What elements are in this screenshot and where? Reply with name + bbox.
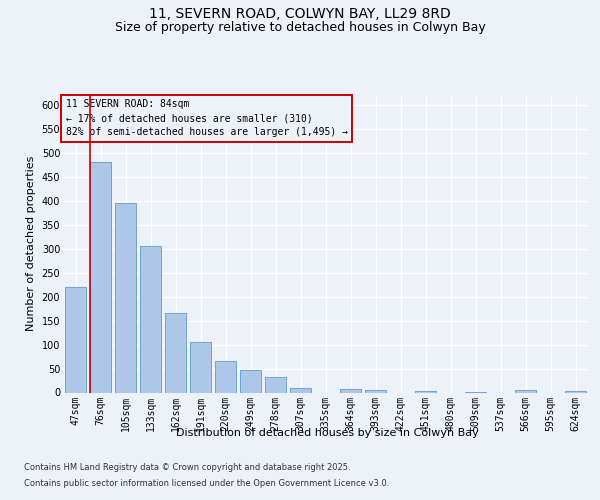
Bar <box>365 390 386 392</box>
Bar <box>265 377 286 392</box>
Text: Distribution of detached houses by size in Colwyn Bay: Distribution of detached houses by size … <box>176 428 478 438</box>
Text: Contains HM Land Registry data © Crown copyright and database right 2025.: Contains HM Land Registry data © Crown c… <box>24 464 350 472</box>
Bar <box>340 388 361 392</box>
Bar <box>165 314 186 392</box>
Text: Size of property relative to detached houses in Colwyn Bay: Size of property relative to detached ho… <box>115 21 485 34</box>
Bar <box>290 388 311 392</box>
Bar <box>190 342 211 392</box>
Bar <box>90 162 111 392</box>
Bar <box>65 287 86 393</box>
Text: 11, SEVERN ROAD, COLWYN BAY, LL29 8RD: 11, SEVERN ROAD, COLWYN BAY, LL29 8RD <box>149 8 451 22</box>
Bar <box>415 391 436 392</box>
Y-axis label: Number of detached properties: Number of detached properties <box>26 156 36 332</box>
Bar <box>215 362 236 392</box>
Bar <box>140 246 161 392</box>
Bar <box>240 370 261 392</box>
Bar <box>565 391 586 392</box>
Bar <box>115 203 136 392</box>
Text: 11 SEVERN ROAD: 84sqm
← 17% of detached houses are smaller (310)
82% of semi-det: 11 SEVERN ROAD: 84sqm ← 17% of detached … <box>65 100 347 138</box>
Bar <box>515 390 536 392</box>
Text: Contains public sector information licensed under the Open Government Licence v3: Contains public sector information licen… <box>24 478 389 488</box>
